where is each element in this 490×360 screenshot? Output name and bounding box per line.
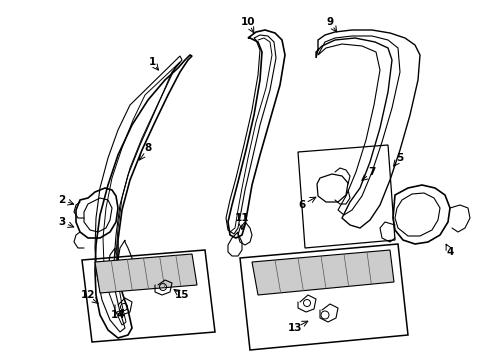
Text: 10: 10 <box>241 17 255 27</box>
Text: 2: 2 <box>58 195 66 205</box>
Text: 14: 14 <box>111 310 125 320</box>
Text: 3: 3 <box>58 217 66 227</box>
Text: 4: 4 <box>446 247 454 257</box>
Text: 6: 6 <box>298 200 306 210</box>
Text: 1: 1 <box>148 57 156 67</box>
Text: 5: 5 <box>396 153 404 163</box>
Text: 13: 13 <box>288 323 302 333</box>
Polygon shape <box>95 254 197 293</box>
Text: 11: 11 <box>235 213 249 223</box>
Polygon shape <box>252 250 394 295</box>
Text: 12: 12 <box>81 290 95 300</box>
Text: 9: 9 <box>326 17 334 27</box>
Text: 15: 15 <box>175 290 189 300</box>
Text: 8: 8 <box>145 143 151 153</box>
Text: 7: 7 <box>368 167 376 177</box>
